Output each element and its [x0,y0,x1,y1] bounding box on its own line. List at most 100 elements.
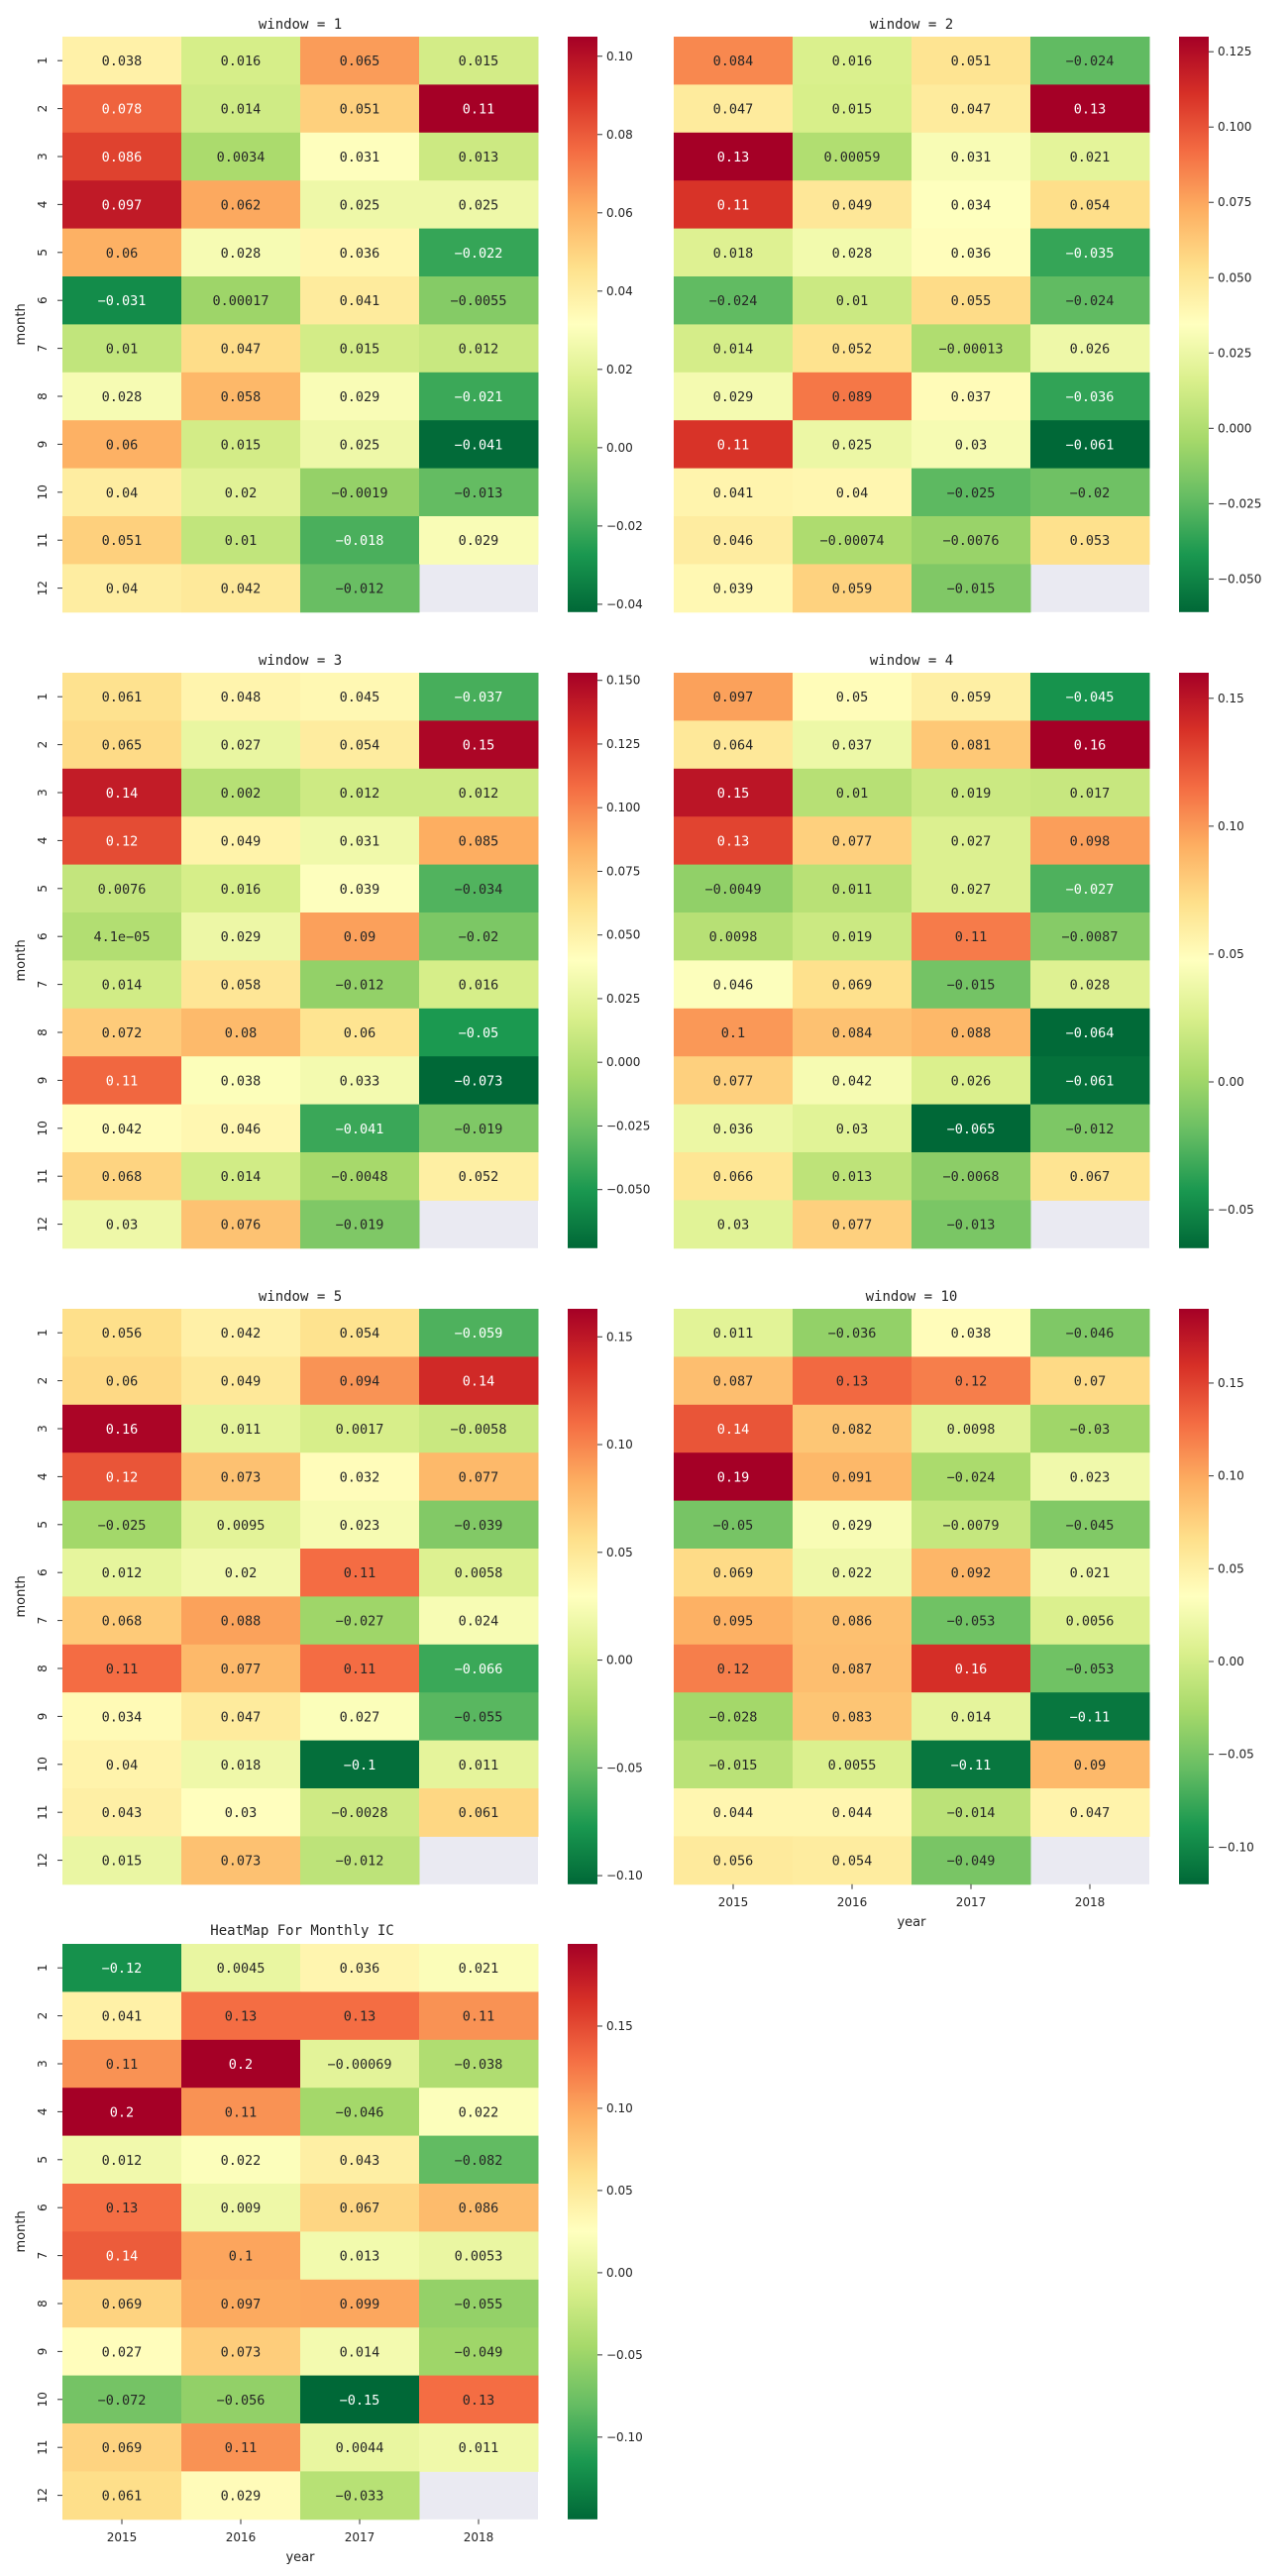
y-tick-label: 11 [36,2440,50,2455]
heatmap-cell [793,1788,912,1837]
cell-value-label: 0.014 [221,1169,262,1185]
heatmap-cell [419,1056,539,1106]
cell-value-label: 0.037 [951,389,992,405]
cell-value-label: −0.022 [455,246,503,262]
cell-value-label: −0.082 [455,2153,503,2169]
cell-value-label: 0.13 [836,1374,869,1390]
x-axis-label: year [285,2550,315,2565]
cell-value-label: 0.086 [102,150,143,165]
heatmap-cell [793,1104,912,1153]
cell-value-label: 0.01 [836,786,869,802]
heatmap-cell [181,372,301,421]
heatmap-cell [1030,1740,1150,1789]
cell-value-label: 0.036 [340,1961,380,1977]
cell-value-label: 0.03 [717,1218,750,1234]
cell-value-label: 0.029 [340,389,380,405]
heatmap-cell [62,468,182,517]
y-tick-label: 5 [36,2156,50,2164]
cell-value-label: 0.0045 [217,1961,266,1977]
cell-value-label: 0.01 [106,342,139,358]
cell-value-label: 0.16 [955,1662,988,1677]
cell-value-label: 0.042 [102,1122,143,1137]
cell-value-label: 0.069 [832,978,873,994]
heatmap-cell [419,1356,539,1406]
cell-value-label: 0.13 [463,2393,495,2409]
heatmap-cell [912,1056,1031,1106]
cell-value-label: 0.038 [951,1326,992,1342]
cell-value-label: 0.03 [955,437,988,453]
heatmap-cell [674,816,794,866]
cell-value-label: 0.0017 [336,1422,384,1438]
heatmap-cell [300,816,420,866]
cell-value-label: −0.013 [947,1218,996,1234]
panel-title: window = 4 [870,653,953,669]
heatmap-cell [181,1008,301,1057]
cell-value-label: 0.025 [832,437,873,453]
cell-value-label: 0.03 [836,1122,869,1137]
y-tick-label: 1 [36,56,50,64]
y-tick-label: 1 [36,1964,50,1972]
cell-value-label: 0.098 [1070,833,1111,849]
cell-value-label: −0.0019 [332,485,388,501]
cell-value-label: 0.02 [225,1565,258,1581]
heatmap-cell [793,673,912,721]
heatmap-cell [300,1104,420,1153]
cell-value-label: 0.048 [221,690,262,705]
y-tick-label: 10 [36,1121,50,1135]
cell-value-label: 0.072 [102,1025,143,1041]
cell-value-label: 0.13 [1074,102,1107,118]
cell-value-label: −0.064 [1066,1025,1115,1041]
cell-value-label: 0.13 [717,150,750,165]
y-tick-label: 7 [36,1617,50,1625]
y-tick-label: 4 [36,837,50,845]
cell-value-label: 0.13 [717,833,750,849]
heatmap-cell [912,37,1031,85]
cell-value-label: 0.027 [340,1709,380,1725]
y-tick-label: 7 [36,981,50,989]
cell-value-label: 0.002 [221,786,262,802]
heatmap-cell [912,276,1031,325]
cell-value-label: 0.034 [102,1709,143,1725]
colorbar-tick-label: −0.10 [606,1869,643,1882]
colorbar-tick-label: 0.06 [606,206,633,220]
cell-value-label: −0.0087 [1062,929,1119,945]
y-tick-label: 3 [36,789,50,797]
heatmap-cell [300,1991,420,2041]
heatmap-cell [300,912,420,961]
colorbar-tick-label: −0.050 [606,1183,650,1197]
colorbar-tick-label: 0.05 [606,2184,633,2198]
cell-value-label: 0.036 [340,246,380,262]
cell-value-label: −0.03 [1070,1422,1111,1438]
cell-value-label: −0.013 [455,485,503,501]
cell-value-label: 0.021 [459,1961,499,1977]
cell-value-label: 0.097 [102,197,143,213]
heatmap-cell [912,864,1031,913]
cell-value-label: −0.073 [455,1073,503,1089]
heatmap-cell [62,1692,182,1742]
cell-value-label: 0.041 [713,485,754,501]
cell-value-label: −0.012 [1066,1122,1115,1137]
heatmap-cell [62,2184,182,2232]
cell-value-label: 0.059 [832,582,873,597]
heatmap-cell [1030,276,1150,325]
heatmap-cell [62,1152,182,1201]
heatmap-cell [793,276,912,325]
cell-value-label: 0.015 [102,1854,143,1870]
heatmap-cell [674,1104,794,1153]
cell-value-label: 0.14 [717,1422,750,1438]
cell-value-label: 0.01 [836,293,869,309]
heatmap-cell [793,720,912,770]
heatmap-cell [419,1991,539,2041]
heatmap-cell [674,228,794,277]
colorbar [1179,673,1209,1248]
cell-value-label: 0.15 [717,786,750,802]
heatmap-cell [674,420,794,470]
cell-value-label: 0.012 [102,2153,143,2169]
heatmap-cell [181,1692,301,1742]
colorbar-tick-label: −0.04 [606,597,643,611]
heatmap-cell [419,1452,539,1502]
heatmap-cell [912,180,1031,230]
heatmap-cell [674,673,794,721]
heatmap-cell [1030,768,1150,817]
heatmap-cell [300,2375,420,2424]
